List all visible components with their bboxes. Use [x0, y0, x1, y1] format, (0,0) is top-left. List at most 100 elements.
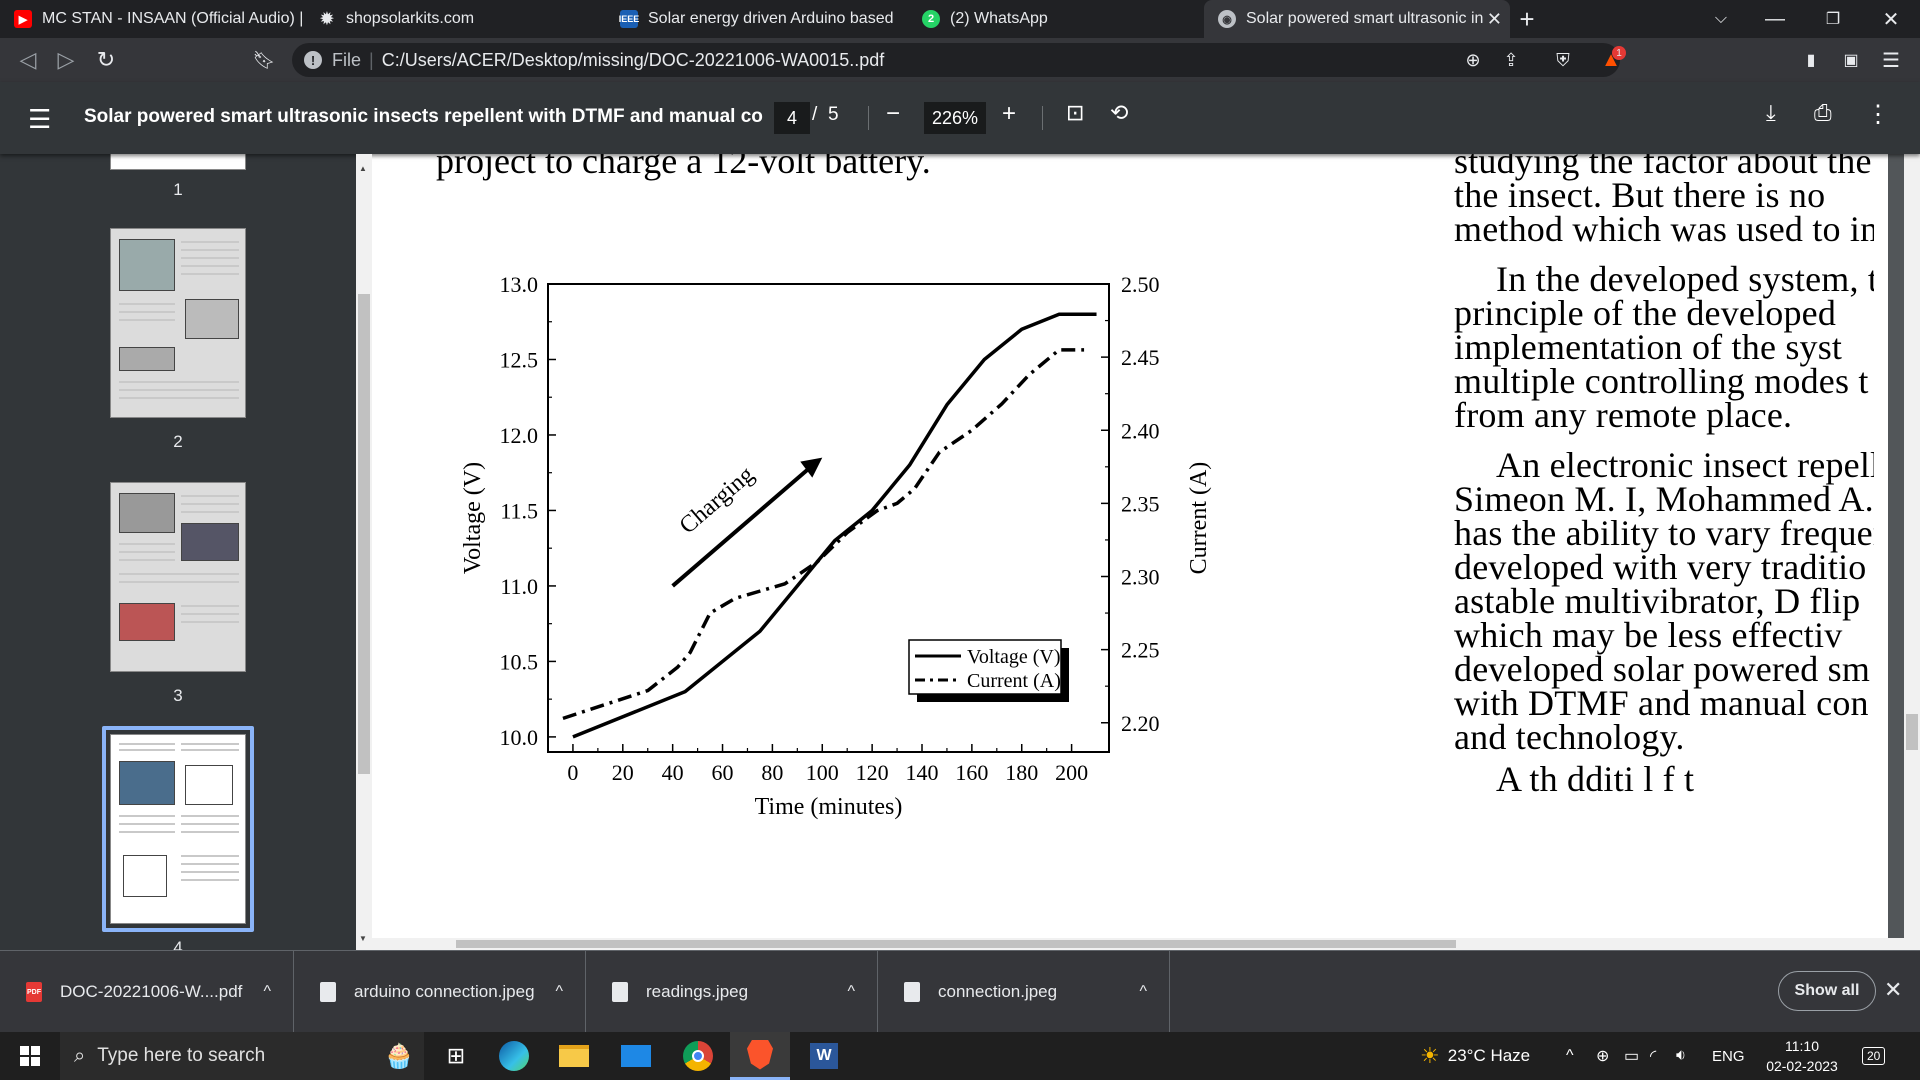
right-column-line: and technology.	[1454, 717, 1685, 757]
reload-icon[interactable]: ↻	[96, 47, 116, 72]
y-tick-label: 11.0	[500, 574, 538, 599]
page-vertical-scrollbar[interactable]	[1904, 154, 1920, 938]
brave-rewards-icon[interactable]: ▲ 1	[1594, 38, 1628, 82]
pdf-viewer[interactable]: ▲ ▼ project to charge a 12-volt battery.…	[356, 154, 1920, 950]
chevron-up-icon[interactable]: ^	[263, 983, 271, 1000]
thumbnail-page-2[interactable]	[110, 228, 246, 418]
fit-page-icon[interactable]: ⊡	[1066, 100, 1085, 125]
legend-label: Current (A)	[967, 670, 1061, 692]
page-number-input[interactable]: 4	[774, 102, 810, 134]
thumbnail-page-1[interactable]	[110, 154, 246, 170]
tab-solar-pdf[interactable]: ◉ Solar powered smart ultrasonic in ✕	[1204, 0, 1510, 38]
restore-button[interactable]: ❐	[1825, 11, 1841, 28]
rotate-icon[interactable]: ⟲	[1110, 100, 1129, 125]
zoom-input[interactable]: 226%	[924, 102, 986, 134]
task-view-icon[interactable]: ⊞	[446, 1043, 466, 1068]
search-icon: ⌕	[74, 1044, 86, 1067]
zoom-in-icon[interactable]: +	[1002, 100, 1017, 127]
close-tab-icon[interactable]: ✕	[1486, 8, 1502, 29]
meet-now-icon[interactable]: ⊕	[1596, 1048, 1610, 1065]
tab-shopsolarkits[interactable]: ✹ shopsolarkits.com	[304, 0, 606, 38]
legend-box	[908, 639, 1062, 695]
address-bar[interactable]: ! File | C:/Users/ACER/Desktop/missing/D…	[292, 43, 1620, 77]
word-icon[interactable]: W	[794, 1032, 854, 1080]
edge-icon[interactable]	[484, 1032, 544, 1080]
brave-browser-icon[interactable]	[730, 1032, 790, 1080]
x-axis-label: Time (minutes)	[755, 794, 903, 820]
battery-icon[interactable]: ▭	[1624, 1048, 1640, 1065]
x-tick-label: 0	[567, 760, 578, 785]
pdf-title: Solar powered smart ultrasonic insects r…	[84, 106, 764, 127]
share-icon[interactable]: ⇪	[1503, 49, 1519, 70]
horizontal-scroll-thumb[interactable]	[456, 940, 1456, 948]
weather-widget[interactable]: ☀ 23°C Haze	[1420, 1043, 1531, 1068]
right-column-line: principle of the developed	[1454, 293, 1837, 333]
tab-youtube[interactable]: ▶ MC STAN - INSAAN (Official Audio) | I	[0, 0, 304, 38]
zoom-out-icon[interactable]: −	[886, 100, 901, 127]
show-hidden-icons-chevron-icon[interactable]: ^	[1566, 1047, 1574, 1064]
sidebar-scrollbar[interactable]: ▲ ▼	[356, 154, 372, 943]
download-item-readings[interactable]: readings.jpeg ^	[586, 951, 878, 1033]
wallet-icon[interactable]: ▣	[1843, 52, 1859, 69]
right-column-line: which may be less effectiv	[1454, 615, 1843, 655]
image-file-icon	[612, 982, 628, 1002]
x-tick-label: 80	[761, 760, 783, 785]
tab-whatsapp[interactable]: 2 (2) WhatsApp	[908, 0, 1210, 38]
right-column-line: method which was used to im	[1454, 209, 1874, 249]
forward-icon[interactable]: ▷	[57, 47, 75, 72]
right-column-line: from any remote place.	[1454, 395, 1793, 435]
file-explorer-icon[interactable]	[544, 1032, 604, 1080]
charging-arrow-head	[800, 457, 823, 478]
page-horizontal-scrollbar[interactable]	[356, 938, 1920, 950]
show-all-button[interactable]: Show all	[1778, 971, 1876, 1011]
sidebar-icon[interactable]: ▮	[1806, 52, 1816, 69]
tab-ieee[interactable]: IEEE Solar energy driven Arduino based sm	[618, 10, 898, 28]
menu-icon[interactable]: ☰	[1882, 49, 1900, 72]
download-icon[interactable]: ⤓	[1766, 100, 1776, 125]
x-tick-label: 20	[612, 760, 634, 785]
taskbar-search[interactable]: ⌕ Type here to search 🧁	[60, 1032, 424, 1080]
language-indicator[interactable]: ENG	[1712, 1047, 1745, 1065]
pdf-menu-icon[interactable]: ☰	[28, 104, 52, 134]
windows-start-icon[interactable]	[0, 1032, 60, 1080]
mail-icon[interactable]	[606, 1032, 666, 1080]
thumbnail-page-4[interactable]	[110, 734, 246, 924]
thumbnail-page-3[interactable]	[110, 482, 246, 672]
back-icon[interactable]: ◁	[19, 47, 37, 72]
chevron-up-icon[interactable]: ^	[847, 983, 855, 1000]
download-item-arduino[interactable]: arduino connection.jpeg ^	[294, 951, 586, 1033]
info-icon[interactable]: !	[304, 51, 322, 69]
chevron-up-icon[interactable]: ^	[1139, 983, 1147, 1000]
y2-tick-label: 2.20	[1121, 711, 1160, 736]
more-options-icon[interactable]: ⋮	[1866, 101, 1890, 128]
clock[interactable]: 11:10 02-02-2023	[1766, 1038, 1838, 1074]
page-scroll-thumb[interactable]	[1906, 714, 1918, 750]
right-column-line: has the ability to vary frequen	[1454, 513, 1874, 553]
y2-tick-label: 2.50	[1121, 272, 1160, 297]
brave-shield-icon[interactable]: ⛨	[1556, 49, 1570, 70]
right-column-line: Simeon M. I, Mohammed A.S	[1454, 479, 1874, 519]
zoom-icon[interactable]: ⊕	[1465, 49, 1481, 70]
notification-icon[interactable]: 20	[1862, 1032, 1886, 1080]
minimize-button[interactable]: —	[1765, 7, 1785, 30]
tab-search-chevron-icon[interactable]: ⌵	[1714, 10, 1728, 27]
tab-strip: ▶ MC STAN - INSAAN (Official Audio) | I ✹…	[0, 0, 1920, 38]
x-tick-label: 140	[906, 760, 939, 785]
new-tab-button[interactable]: +	[1519, 3, 1535, 34]
right-column-line: implementation of the syst	[1454, 327, 1843, 367]
download-item-connection[interactable]: connection.jpeg ^	[878, 951, 1170, 1033]
close-window-button[interactable]: ✕	[1882, 8, 1900, 31]
chrome-icon[interactable]	[668, 1032, 728, 1080]
bookmark-icon[interactable]: 🔖︎	[252, 49, 276, 70]
chevron-up-icon[interactable]: ^	[555, 983, 563, 1000]
print-icon[interactable]: ⎙	[1814, 100, 1832, 125]
voltage-current-chart: 0 20 40 60 80 100 120 140 160 180 200 10.0 10.5 11.0 1…	[460, 272, 1212, 820]
charging-arrow-shaft	[671, 464, 814, 588]
close-downloads-icon[interactable]: ✕	[1884, 977, 1903, 1002]
download-item-pdf[interactable]: PDF DOC-20221006-W....pdf ^	[0, 951, 294, 1033]
x-tick-label: 40	[662, 760, 684, 785]
sidebar-scroll-thumb[interactable]	[358, 294, 370, 774]
wifi-icon[interactable]: ◜	[1650, 1048, 1657, 1065]
volume-icon[interactable]: 🔉︎	[1676, 1047, 1687, 1064]
x-tick-label: 60	[712, 760, 734, 785]
